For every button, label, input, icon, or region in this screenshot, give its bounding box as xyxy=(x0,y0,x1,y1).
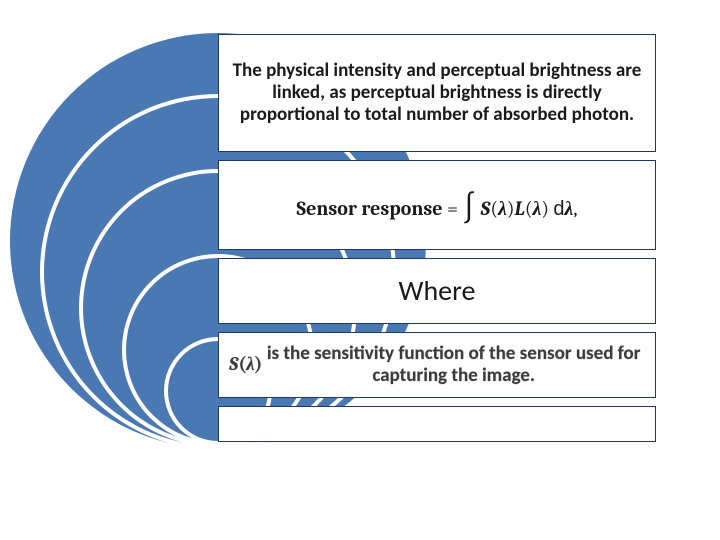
panel-text: Where xyxy=(219,259,655,323)
info-panel-5 xyxy=(218,406,656,442)
info-panel-2: Sensor response = ∫ S(λ)L(λ) dλ, xyxy=(218,160,656,250)
panel-text: S(λ) is the sensitivity function of the … xyxy=(219,333,655,397)
info-panel-3: Where xyxy=(218,258,656,324)
sensor-response-formula: Sensor response = ∫ S(λ)L(λ) dλ, xyxy=(219,161,655,249)
info-panel-1: The physical intensity and perceptual br… xyxy=(218,34,656,152)
panel-empty xyxy=(219,407,655,441)
panel-text: The physical intensity and perceptual br… xyxy=(219,35,655,151)
diagram-stage: The physical intensity and perceptual br… xyxy=(0,0,720,540)
info-panel-4: S(λ) is the sensitivity function of the … xyxy=(218,332,656,398)
